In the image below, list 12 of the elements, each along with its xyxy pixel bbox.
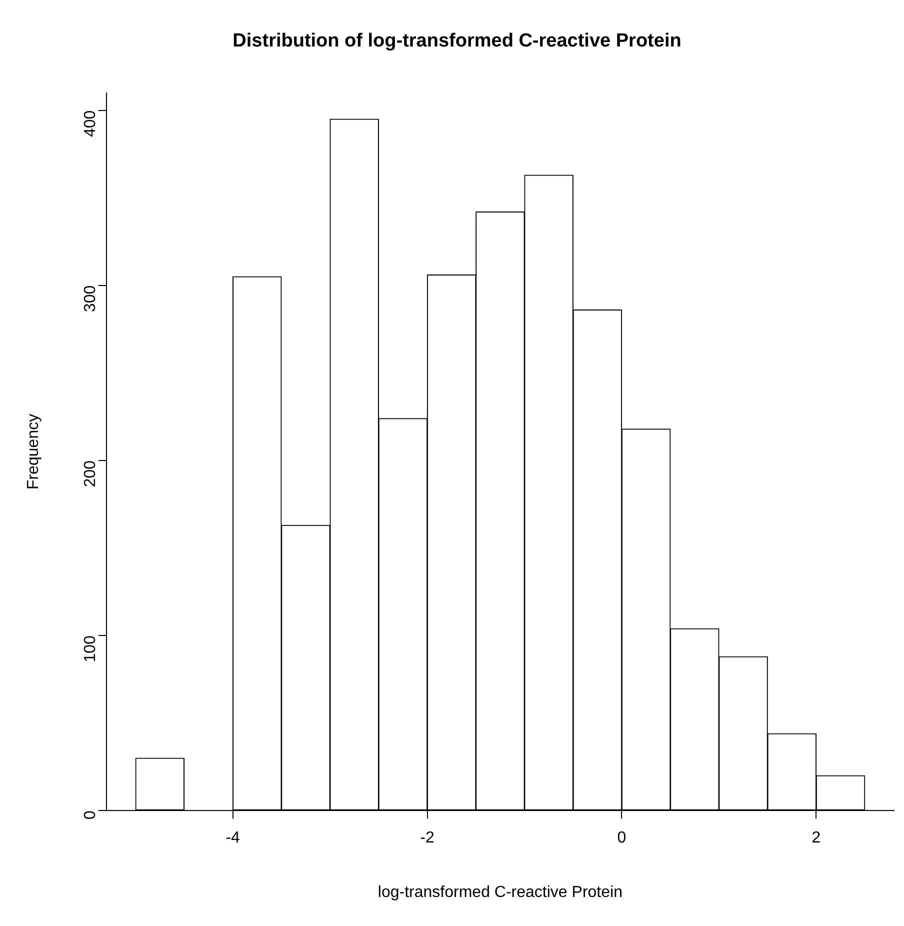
y-tick-label: 200 (82, 460, 99, 488)
x-tick-label: -2 (420, 830, 434, 847)
y-tick-label: 100 (82, 635, 99, 662)
chart-title: Distribution of log-transformed C-reactive Protein (232, 30, 682, 52)
x-tick-label: 0 (617, 830, 626, 847)
x-tick-label: -4 (226, 830, 240, 847)
x-tick-label: 2 (812, 830, 821, 847)
y-tick-label: 400 (82, 110, 99, 138)
y-axis-title: Frequency (25, 414, 42, 490)
y-tick-label: 300 (82, 285, 99, 312)
x-axis-title: log-transformed C-reactive Protein (378, 884, 622, 901)
y-tick-label: 0 (82, 810, 99, 820)
